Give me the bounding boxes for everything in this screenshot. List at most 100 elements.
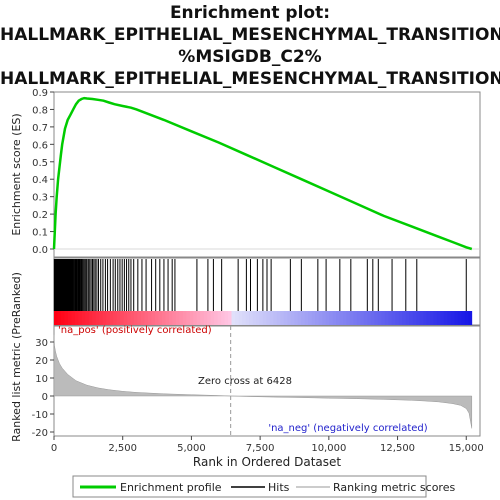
ranking-color-cell xyxy=(259,311,264,325)
ranking-color-cell xyxy=(416,311,420,325)
ranking-color-cell xyxy=(447,311,452,325)
ranking-color-cell xyxy=(339,311,344,325)
ranking-color-cell xyxy=(443,311,448,325)
hits-panel xyxy=(53,257,481,326)
ranking-color-cell xyxy=(196,311,201,325)
es-ytick-label: 0.8 xyxy=(32,105,48,116)
ranking-color-cell xyxy=(172,311,177,325)
ranking-color-cell xyxy=(363,311,368,325)
chart-title-line-2: HALLMARK_EPITHELIAL_MESENCHYMAL_TRANSITI… xyxy=(0,25,500,45)
ranking-color-cell xyxy=(186,311,191,325)
metric-ytick-label: 0 xyxy=(42,392,48,403)
ranking-color-cell xyxy=(426,311,431,325)
ranking-color-cell xyxy=(391,311,396,325)
ranking-color-cell xyxy=(154,311,159,325)
ranking-color-cell xyxy=(395,311,400,325)
es-ytick-label: 0.1 xyxy=(32,228,48,239)
ranking-color-cell xyxy=(409,311,413,325)
ranking-color-cell xyxy=(95,311,100,325)
metric-ylabel: Ranked list metric (PreRanked) xyxy=(10,272,23,442)
ranking-color-cell xyxy=(57,311,62,325)
ranking-color-cell xyxy=(158,311,163,325)
ranking-color-cell xyxy=(67,311,72,325)
xtick-label: 2,500 xyxy=(108,443,137,454)
ranking-color-cell xyxy=(315,311,319,325)
ranking-color-cell xyxy=(304,311,309,325)
neg-label: 'na_neg' (negatively correlated) xyxy=(268,423,427,434)
ranking-color-cell xyxy=(457,311,462,325)
ranking-color-cell xyxy=(102,311,107,325)
ranking-color-cell xyxy=(127,311,131,325)
ranking-color-cell xyxy=(322,311,326,325)
ranking-color-cell xyxy=(165,311,170,325)
ranking-color-cell xyxy=(106,311,111,325)
ranking-color-cell xyxy=(280,311,285,325)
ranking-color-cell xyxy=(419,311,424,325)
es-ytick-label: 0.7 xyxy=(32,123,48,134)
xtick-label: 12,500 xyxy=(380,443,415,454)
ranking-color-cell xyxy=(294,311,299,325)
ranking-color-cell xyxy=(398,311,403,325)
ranking-color-cell xyxy=(74,311,79,325)
ranking-color-cell xyxy=(235,311,239,325)
ranking-color-cell xyxy=(81,311,86,325)
xlabel: Rank in Ordered Dataset xyxy=(193,455,341,469)
ranking-color-cell xyxy=(335,311,340,325)
ranking-color-cell xyxy=(141,311,145,325)
ranking-color-cell xyxy=(325,311,330,325)
ranking-color-cell xyxy=(113,311,118,325)
ranking-color-cell xyxy=(308,311,313,325)
ranking-color-cell xyxy=(238,311,243,325)
ranking-color-cell xyxy=(412,311,417,325)
ranking-color-cell xyxy=(349,311,354,325)
ranking-color-cell xyxy=(182,311,187,325)
es-ytick-label: 0.4 xyxy=(32,175,48,186)
ranking-color-cell xyxy=(168,311,173,325)
metric-ytick-label: -20 xyxy=(32,428,48,439)
ranking-color-cell xyxy=(78,311,83,325)
es-ytick-label: 0.5 xyxy=(32,158,48,169)
chart-title-line-3: %MSIGDB_C2% xyxy=(178,47,322,67)
ranking-color-cell xyxy=(116,311,121,325)
ranking-color-cell xyxy=(388,311,393,325)
ranking-color-cell xyxy=(210,311,215,325)
ranking-color-cell xyxy=(283,311,288,325)
ranking-color-cell xyxy=(360,311,365,325)
ranking-color-cell xyxy=(200,311,205,325)
es-ytick-label: 0.9 xyxy=(32,88,48,99)
ranking-color-cell xyxy=(245,311,250,325)
ranking-color-cell xyxy=(224,311,229,325)
ranking-color-cell xyxy=(130,311,135,325)
ranking-color-cell xyxy=(329,311,333,325)
ranking-color-cell xyxy=(221,311,225,325)
metric-ytick-label: -10 xyxy=(32,410,48,421)
ranking-color-cell xyxy=(450,311,455,325)
legend-ranking-label: Ranking metric scores xyxy=(333,481,455,494)
ranking-color-cell xyxy=(203,311,208,325)
ranking-color-cell xyxy=(468,311,473,325)
ranking-color-cell xyxy=(297,311,302,325)
ranking-color-cell xyxy=(266,311,271,325)
ranking-color-cell xyxy=(248,311,253,325)
es-ytick-label: 0.6 xyxy=(32,140,48,151)
ranking-color-cell xyxy=(370,311,375,325)
ranking-color-cell xyxy=(92,311,97,325)
ranking-color-cell xyxy=(461,311,466,325)
ranking-color-cell xyxy=(436,311,441,325)
xtick-label: 5,000 xyxy=(177,443,206,454)
ranking-color-cell xyxy=(228,311,232,325)
legend-enrichment-label: Enrichment profile xyxy=(120,481,222,494)
ranking-color-cell xyxy=(255,311,260,325)
ranking-color-cell xyxy=(231,311,236,325)
chart-title-line-1: Enrichment plot: xyxy=(169,3,331,23)
xtick-label: 15,000 xyxy=(449,443,484,454)
ranking-color-cell xyxy=(423,311,427,325)
enrichment-profile-line xyxy=(52,96,473,251)
ranking-color-cell xyxy=(137,311,142,325)
es-ytick-label: 0.0 xyxy=(32,245,48,256)
ranking-color-cell xyxy=(179,311,184,325)
legend: Enrichment profile Hits Ranking metric sco… xyxy=(72,475,455,498)
ranking-color-cell xyxy=(301,311,306,325)
xtick-label: 7,500 xyxy=(246,443,275,454)
